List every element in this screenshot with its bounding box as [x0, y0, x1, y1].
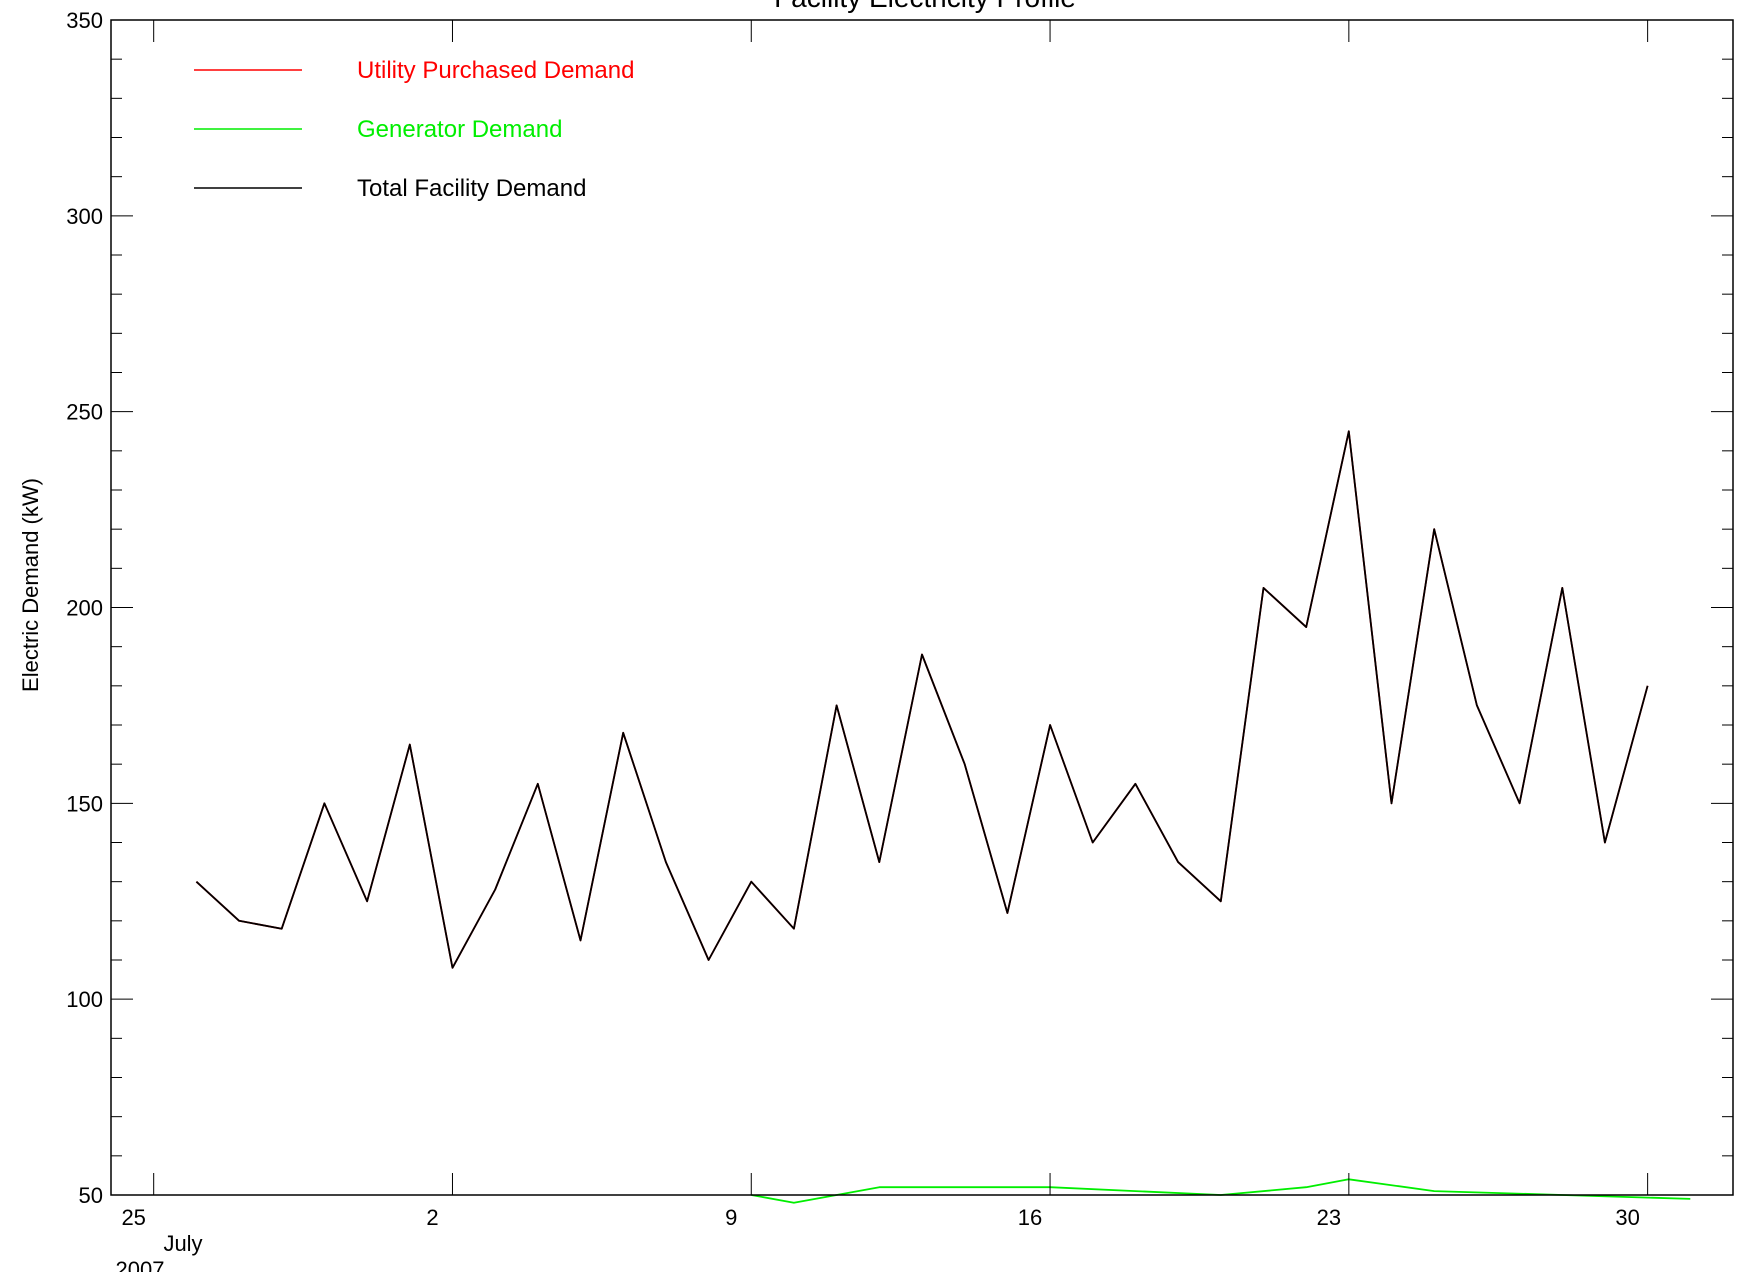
- x-month-label: July: [163, 1231, 202, 1256]
- series-line-total-facility-demand: [195, 430, 1649, 969]
- legend-label: Total Facility Demand: [357, 175, 586, 202]
- y-tick-label: 250: [66, 400, 103, 425]
- x-tick-label: 2: [426, 1205, 438, 1230]
- series-layer: [195, 430, 1691, 1204]
- x-tick-label: 9: [725, 1205, 737, 1230]
- legend-label: Generator Demand: [357, 116, 562, 143]
- series-line-generator-demand: [751, 1178, 1691, 1204]
- y-tick-label: 50: [79, 1183, 103, 1208]
- chart-title: Facility Electricity Profile: [774, 0, 1076, 13]
- y-tick-label: 350: [66, 8, 103, 33]
- y-axis-label: Electric Demand (kW): [18, 478, 43, 692]
- y-tick-label: 200: [66, 596, 103, 621]
- x-tick-label: 23: [1317, 1205, 1341, 1230]
- y-tick-label: 150: [66, 791, 103, 816]
- x-tick-label: 16: [1018, 1205, 1042, 1230]
- legend-label: Utility Purchased Demand: [357, 57, 634, 84]
- y-tick-label: 300: [66, 204, 103, 229]
- y-tick-label: 100: [66, 987, 103, 1012]
- x-tick-label: 25: [121, 1205, 145, 1230]
- x-year-label: 2007: [116, 1257, 165, 1272]
- legend: Utility Purchased Demand Generator Demand…: [194, 57, 634, 202]
- x-tick-label: 30: [1615, 1205, 1639, 1230]
